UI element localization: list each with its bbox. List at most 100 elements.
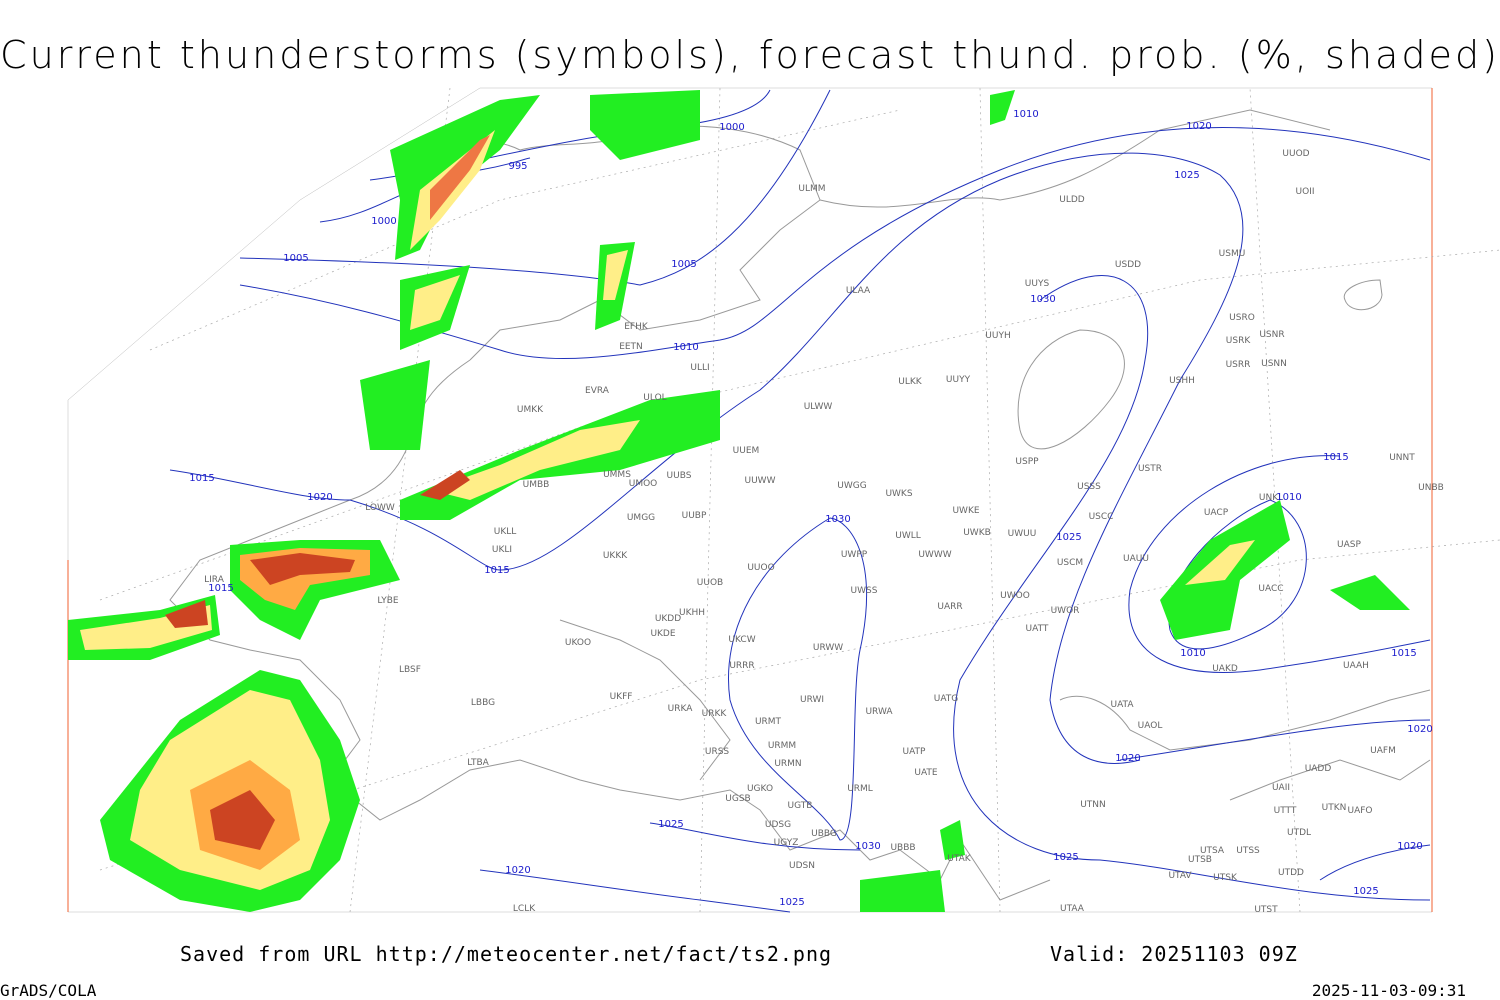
station-label: UGSB: [725, 794, 750, 804]
station-label: UMBB: [523, 480, 550, 490]
station-label: UOII: [1296, 187, 1315, 197]
isobar-label: 1025: [1053, 852, 1078, 863]
map-area: ULMM ULDD USDD USMU UUYS ULAA USRO UUYH USRK USNR…: [67, 87, 1500, 915]
station-label: UMMS: [603, 470, 631, 480]
station-label: UACP: [1204, 508, 1229, 518]
station-label: ULMM: [798, 184, 825, 194]
station-label: URKK: [702, 709, 728, 719]
station-label: USHH: [1169, 376, 1195, 386]
station-label: UTST: [1254, 905, 1278, 915]
station-label: UKDD: [655, 614, 681, 624]
station-label: UKFF: [610, 692, 633, 702]
isobar-label: 1025: [1174, 170, 1199, 181]
isobar-label: 1010: [1013, 109, 1038, 120]
station-label: UWWW: [918, 550, 951, 560]
station-label: UUWW: [745, 476, 776, 486]
isobar-label: 995: [508, 161, 527, 172]
isobar-label: 1025: [1353, 886, 1378, 897]
isobar-label: 1005: [671, 259, 696, 270]
station-label: UKDE: [650, 629, 675, 639]
station-label: UWLL: [895, 531, 921, 541]
station-label: USSS: [1077, 482, 1101, 492]
isobar-label: 1020: [505, 865, 530, 876]
isobar-label: 1020: [1397, 841, 1422, 852]
station-label: UWKS: [885, 489, 912, 499]
station-label: UBBG: [811, 829, 837, 839]
station-label: UTAV: [1168, 871, 1192, 881]
station-label: USPP: [1015, 457, 1039, 467]
station-label: LIRA: [204, 575, 225, 585]
station-label: UTDD: [1278, 868, 1304, 878]
isobar-label: 1015: [1391, 648, 1416, 659]
station-label: UNBB: [1418, 483, 1444, 493]
station-label: USMU: [1219, 249, 1246, 259]
station-label: UKKK: [603, 551, 628, 561]
station-label: UATE: [914, 768, 938, 778]
station-label: LTBA: [467, 758, 489, 768]
isobar-labels: 1000 995 1000 1005 1005 1010 1020 1025 1030 1010 1…: [189, 109, 1432, 908]
isobar-label: 1015: [208, 583, 233, 594]
station-label: ULDD: [1059, 195, 1085, 205]
station-label: UUYH: [985, 331, 1010, 341]
isobar-label: 1020: [307, 492, 332, 503]
station-label: UGYZ: [774, 838, 799, 848]
station-label: UGTB: [788, 801, 813, 811]
thunderstorm-probability: [68, 90, 1410, 912]
station-label: UKOO: [565, 638, 591, 648]
station-label: URRR: [729, 661, 754, 671]
station-label: USRO: [1229, 313, 1255, 323]
station-label: URMN: [774, 759, 801, 769]
station-label: UAAH: [1343, 661, 1369, 671]
station-label: UTKN: [1322, 803, 1347, 813]
station-label: USDD: [1115, 260, 1141, 270]
source-url: Saved from URL http://meteocenter.net/fa…: [180, 942, 832, 966]
station-label: UTSK: [1213, 873, 1238, 883]
station-label: USNR: [1259, 330, 1284, 340]
station-label: URWA: [865, 707, 893, 717]
station-label: EETN: [619, 342, 643, 352]
coastlines: [169, 109, 1431, 901]
isobar-label: 1010: [1180, 648, 1205, 659]
station-label: UBBB: [890, 843, 915, 853]
station-label: URWW: [813, 643, 843, 653]
station-label: UUOO: [747, 563, 774, 573]
station-label: UMGG: [627, 513, 655, 523]
station-label: UGKO: [747, 784, 773, 794]
station-label: USCC: [1089, 512, 1114, 522]
station-label: UTNN: [1080, 800, 1106, 810]
isobar-label: 1005: [283, 253, 308, 264]
station-label: USNN: [1261, 359, 1287, 369]
isobar-label: 1015: [1323, 452, 1348, 463]
isobar-label: 1000: [719, 122, 744, 133]
station-label: URMT: [755, 717, 782, 727]
station-label: UWSS: [851, 586, 878, 596]
station-label: UUYY: [946, 375, 971, 385]
station-label: UAFO: [1347, 806, 1372, 816]
valid-time: Valid: 20251103 09Z: [1050, 942, 1298, 966]
station-label: UKLL: [494, 527, 517, 537]
software: GrADS/COLA: [0, 981, 97, 1000]
timestamp: 2025-11-03-09:31: [1312, 981, 1466, 1000]
station-label: UTAK: [947, 854, 972, 864]
station-label: USTR: [1138, 464, 1162, 474]
station-label: UKHH: [679, 608, 705, 618]
isobar-label: 1020: [1407, 724, 1432, 735]
station-label: UTAA: [1060, 904, 1085, 914]
isobar-label: 1020: [1186, 121, 1211, 132]
station-label: UATG: [934, 694, 959, 704]
station-label: UAII: [1272, 783, 1290, 793]
station-label: LBSF: [399, 665, 421, 675]
station-label: UACC: [1258, 584, 1283, 594]
station-label: UKLI: [492, 545, 512, 555]
station-label: LBBG: [471, 698, 495, 708]
station-label: UAOL: [1138, 721, 1163, 731]
station-label: UTDL: [1287, 828, 1311, 838]
station-label: UWUU: [1008, 529, 1037, 539]
station-label: UWOR: [1051, 606, 1080, 616]
station-label: UARR: [937, 602, 962, 612]
station-labels: ULMM ULDD USDD USMU UUYS ULAA USRO UUYH USRK USNR…: [204, 149, 1444, 915]
isobar-label: 1000: [371, 216, 396, 227]
isobar-label: 1025: [779, 897, 804, 908]
station-label: LYBE: [377, 596, 398, 606]
